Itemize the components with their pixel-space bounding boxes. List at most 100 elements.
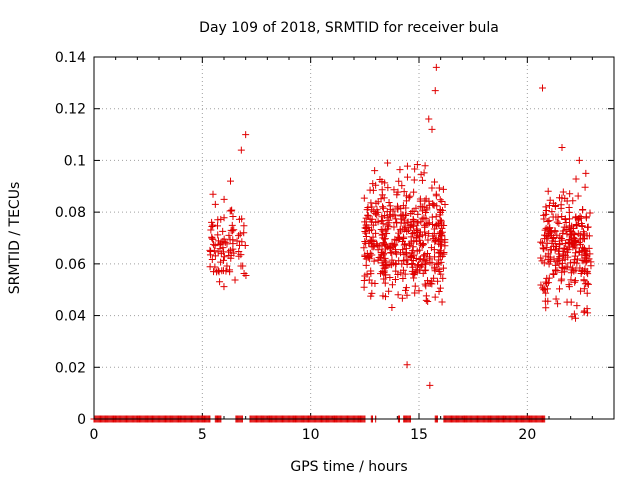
data-point xyxy=(438,206,446,214)
data-point xyxy=(220,256,228,264)
data-point xyxy=(431,265,439,273)
data-point xyxy=(392,215,400,223)
data-point xyxy=(213,268,221,276)
data-point xyxy=(208,233,216,241)
data-point xyxy=(425,219,433,227)
x-axis-label: GPS time / hours xyxy=(290,459,407,475)
x-tick-label: 5 xyxy=(198,427,207,443)
data-point xyxy=(574,230,582,238)
y-tick-label: 0.06 xyxy=(55,257,86,273)
x-tick-label: 0 xyxy=(90,427,99,443)
data-point xyxy=(580,285,588,293)
data-point xyxy=(434,259,442,267)
data-point xyxy=(541,226,549,234)
data-point xyxy=(432,221,440,229)
data-point xyxy=(388,256,396,264)
data-point xyxy=(431,293,439,301)
data-point xyxy=(410,176,418,184)
data-point xyxy=(415,232,423,240)
data-point xyxy=(402,211,410,219)
data-point xyxy=(541,235,549,243)
data-point xyxy=(377,270,385,278)
data-point xyxy=(432,234,440,242)
data-point xyxy=(374,218,382,226)
data-point xyxy=(428,277,436,285)
data-point xyxy=(220,235,228,243)
data-point xyxy=(238,238,246,246)
data-point xyxy=(553,218,561,226)
data-point xyxy=(417,263,425,271)
data-point xyxy=(408,260,416,268)
data-point xyxy=(228,206,236,214)
data-point xyxy=(419,241,427,249)
data-point xyxy=(407,233,415,241)
data-point xyxy=(557,201,565,209)
data-point xyxy=(381,271,389,279)
data-point xyxy=(558,275,566,283)
data-point xyxy=(417,171,425,179)
data-point xyxy=(379,239,387,247)
data-point xyxy=(398,182,406,190)
data-point xyxy=(437,229,445,237)
data-point xyxy=(544,217,552,225)
data-point xyxy=(403,173,411,181)
data-point xyxy=(565,283,573,291)
data-point xyxy=(388,304,396,312)
data-point xyxy=(412,225,420,233)
data-point xyxy=(540,244,548,252)
data-point xyxy=(364,254,372,262)
peak-point xyxy=(211,200,219,208)
data-point xyxy=(437,242,445,250)
data-point xyxy=(582,213,590,221)
data-point xyxy=(542,304,550,312)
data-point xyxy=(407,209,415,217)
data-point xyxy=(409,243,417,251)
data-point xyxy=(411,282,419,290)
data-point xyxy=(374,256,382,264)
data-point xyxy=(575,238,583,246)
data-point xyxy=(553,231,561,239)
data-point xyxy=(242,272,250,280)
data-point xyxy=(418,231,426,239)
data-point xyxy=(388,239,396,247)
data-point xyxy=(210,247,218,255)
data-point xyxy=(414,210,422,218)
data-point xyxy=(537,254,545,262)
data-point xyxy=(435,184,443,192)
data-point xyxy=(542,278,550,286)
data-point xyxy=(566,231,574,239)
data-point xyxy=(581,235,589,243)
data-point xyxy=(424,236,432,244)
data-point xyxy=(378,213,386,221)
data-point xyxy=(430,225,438,233)
data-point xyxy=(223,262,231,270)
y-tick-label: 0.1 xyxy=(64,153,86,169)
data-point xyxy=(235,241,243,249)
data-point xyxy=(562,218,570,226)
data-point xyxy=(402,250,410,258)
data-point xyxy=(540,286,548,294)
data-point xyxy=(208,255,216,263)
data-point xyxy=(565,235,573,243)
data-point xyxy=(435,287,443,295)
data-point xyxy=(397,269,405,277)
data-point xyxy=(386,242,394,250)
y-tick-label: 0.08 xyxy=(55,205,86,221)
data-point xyxy=(372,229,380,237)
data-point xyxy=(568,313,576,321)
data-point xyxy=(393,202,401,210)
data-point xyxy=(392,260,400,268)
data-point xyxy=(581,265,589,273)
data-point xyxy=(560,265,568,273)
data-point xyxy=(581,246,589,254)
data-point xyxy=(399,202,407,210)
peak-point xyxy=(237,146,245,154)
data-point xyxy=(214,248,222,256)
data-point xyxy=(542,224,550,232)
peak-point xyxy=(403,361,411,369)
data-point xyxy=(554,300,562,308)
data-point xyxy=(402,223,410,231)
data-point xyxy=(387,249,395,257)
data-point xyxy=(403,227,411,235)
